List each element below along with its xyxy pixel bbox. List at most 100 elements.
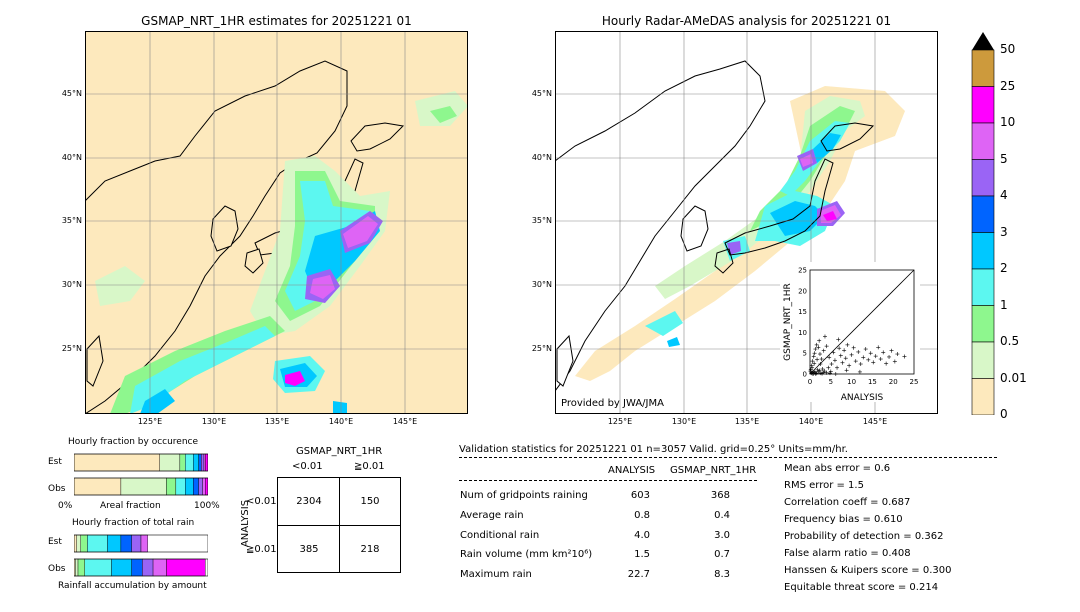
- scatter-ylabel: GSMAP_NRT_1HR: [783, 283, 793, 361]
- right-lat-tick: 25°N: [531, 344, 552, 353]
- scatter-diagonal: [809, 269, 915, 375]
- colorbar-swatch: [971, 341, 995, 379]
- scatter-y-tick: 0: [803, 371, 807, 379]
- totalrain-bar-segment: [76, 534, 81, 553]
- totalrain-xlabel: Rainfall accumulation by amount: [58, 581, 207, 591]
- scatter-point: [837, 346, 842, 351]
- scatter-point: [833, 372, 838, 376]
- occurrence-bar-segment: [203, 453, 206, 472]
- colorbar-swatch: [971, 159, 995, 197]
- scatter-point: [809, 363, 814, 368]
- scatter-y-tick: 5: [803, 350, 807, 358]
- left-lon-tick: 135°E: [264, 417, 290, 426]
- left-map-title: GSMAP_NRT_1HR estimates for 20251221 01: [141, 14, 412, 28]
- occurrence-tick-0: 0%: [58, 501, 73, 511]
- occurrence-bar-segment: [73, 453, 160, 472]
- map-credit: Provided by JWA/JMA: [561, 398, 664, 409]
- scatter-point: [817, 338, 822, 343]
- scatter-point: [811, 371, 816, 376]
- left-rain-patches: [95, 91, 468, 414]
- colorbar-label: 0.5: [1000, 334, 1020, 348]
- score-line: Equitable threat score = 0.214: [784, 582, 939, 593]
- right-taiwan: [556, 334, 574, 387]
- scatter-point: [895, 352, 900, 357]
- left-taiwan: [86, 334, 104, 387]
- colorbar-label: 25: [1000, 79, 1016, 93]
- totalrain-bar-segment: [107, 534, 122, 553]
- totalrain-bar-segment: [140, 534, 148, 553]
- score-line: Probability of detection = 0.362: [784, 531, 944, 542]
- scatter-point: [849, 352, 854, 357]
- totalrain-bar-segment: [152, 558, 167, 577]
- right-map-title: Hourly Radar-AMeDAS analysis for 2025122…: [601, 14, 892, 28]
- validation-col-gsmap: GSMAP_NRT_1HR: [670, 465, 757, 476]
- totalrain-bar-segment: [131, 558, 143, 577]
- right-lon-tick: 145°E: [862, 417, 888, 426]
- colorbar-swatch: [971, 49, 995, 87]
- scatter-point: [878, 357, 883, 362]
- totalrain-bar-segment: [73, 534, 77, 553]
- validation-header: Validation statistics for 20251221 01 n=…: [459, 444, 848, 455]
- scatter-point: [861, 355, 866, 360]
- occurrence-bar-segment: [73, 477, 122, 496]
- occurrence-bar-segment: [120, 477, 167, 496]
- validation-row-analysis: 4.0: [634, 530, 650, 541]
- right-coverage: [575, 86, 905, 381]
- left-lat-tick: 45°N: [61, 89, 82, 98]
- colorbar-label: 0.01: [1000, 371, 1027, 385]
- scatter-point: [851, 345, 856, 350]
- scatter-point: [824, 344, 829, 349]
- left-hokkaido: [350, 122, 405, 152]
- score-line: Hanssen & Kuipers score = 0.300: [784, 565, 952, 576]
- validation-row-analysis: 1.5: [634, 549, 650, 560]
- occurrence-bar-segment: [185, 477, 194, 496]
- scatter-point: [816, 345, 821, 350]
- left-map-panel: [84, 31, 468, 415]
- contingency-title: GSMAP_NRT_1HR: [296, 446, 383, 457]
- totalrain-bar-segment: [111, 558, 132, 577]
- colorbar-swatch: [971, 268, 995, 306]
- scatter-x-tick: 10: [847, 378, 856, 386]
- occurrence-bar-segment: [185, 453, 194, 472]
- validation-row-analysis: 0.8: [634, 510, 650, 521]
- scatter-svg: 0 5 10 15 20 25 0 5 10 15 20 25 ANALYSIS GSMAP_NRT_1H…: [783, 267, 919, 404]
- colorbar-swatch: [971, 305, 995, 343]
- occurrence-xlabel: Areal fraction: [100, 501, 161, 511]
- scatter-point: [821, 348, 826, 353]
- scatter-x-tick: 25: [910, 378, 919, 386]
- scatter-point: [840, 360, 845, 365]
- colorbar-label: 0: [1000, 407, 1008, 421]
- scatter-point: [828, 369, 833, 374]
- colorbar-label: 5: [1000, 152, 1008, 166]
- validation-row-gsmap: 3.0: [714, 530, 730, 541]
- left-lon-tick: 125°E: [137, 417, 163, 426]
- scatter-point: [810, 365, 815, 370]
- left-map-grid: [85, 31, 468, 414]
- scatter-point: [812, 351, 817, 356]
- totalrain-bar-segment: [77, 558, 85, 577]
- scatter-point: [810, 359, 815, 364]
- contingency-table: 2304 150 385 218: [277, 477, 401, 573]
- validation-row-label: Average rain: [460, 510, 524, 521]
- scatter-point: [881, 350, 886, 355]
- left-lat-tick: 40°N: [61, 153, 82, 162]
- right-hokkaido: [820, 122, 875, 152]
- occurrence-bar-segment: [193, 453, 199, 472]
- colorbar-swatch: [971, 86, 995, 124]
- totalrain-bar-segment: [120, 534, 132, 553]
- scatter-point: [892, 359, 897, 364]
- scatter-point: [847, 363, 852, 368]
- totalrain-bar-segment: [87, 534, 108, 553]
- scatter-point: [858, 362, 863, 367]
- right-lon-tick: 125°E: [607, 417, 633, 426]
- validation-row-gsmap: 0.7: [714, 549, 730, 560]
- occurrence-bar-segment: [205, 453, 209, 472]
- colorbar-label: 3: [1000, 225, 1008, 239]
- right-lon-tick: 130°E: [671, 417, 697, 426]
- occurrence-bar-segment: [179, 453, 186, 472]
- contingency-row-header: ≧0.01: [246, 544, 277, 555]
- contingency-col-header: <0.01: [292, 461, 323, 472]
- scatter-x-tick: 20: [889, 378, 898, 386]
- colorbar-swatch: [971, 232, 995, 270]
- colorbar-extend-arrow: [972, 32, 994, 50]
